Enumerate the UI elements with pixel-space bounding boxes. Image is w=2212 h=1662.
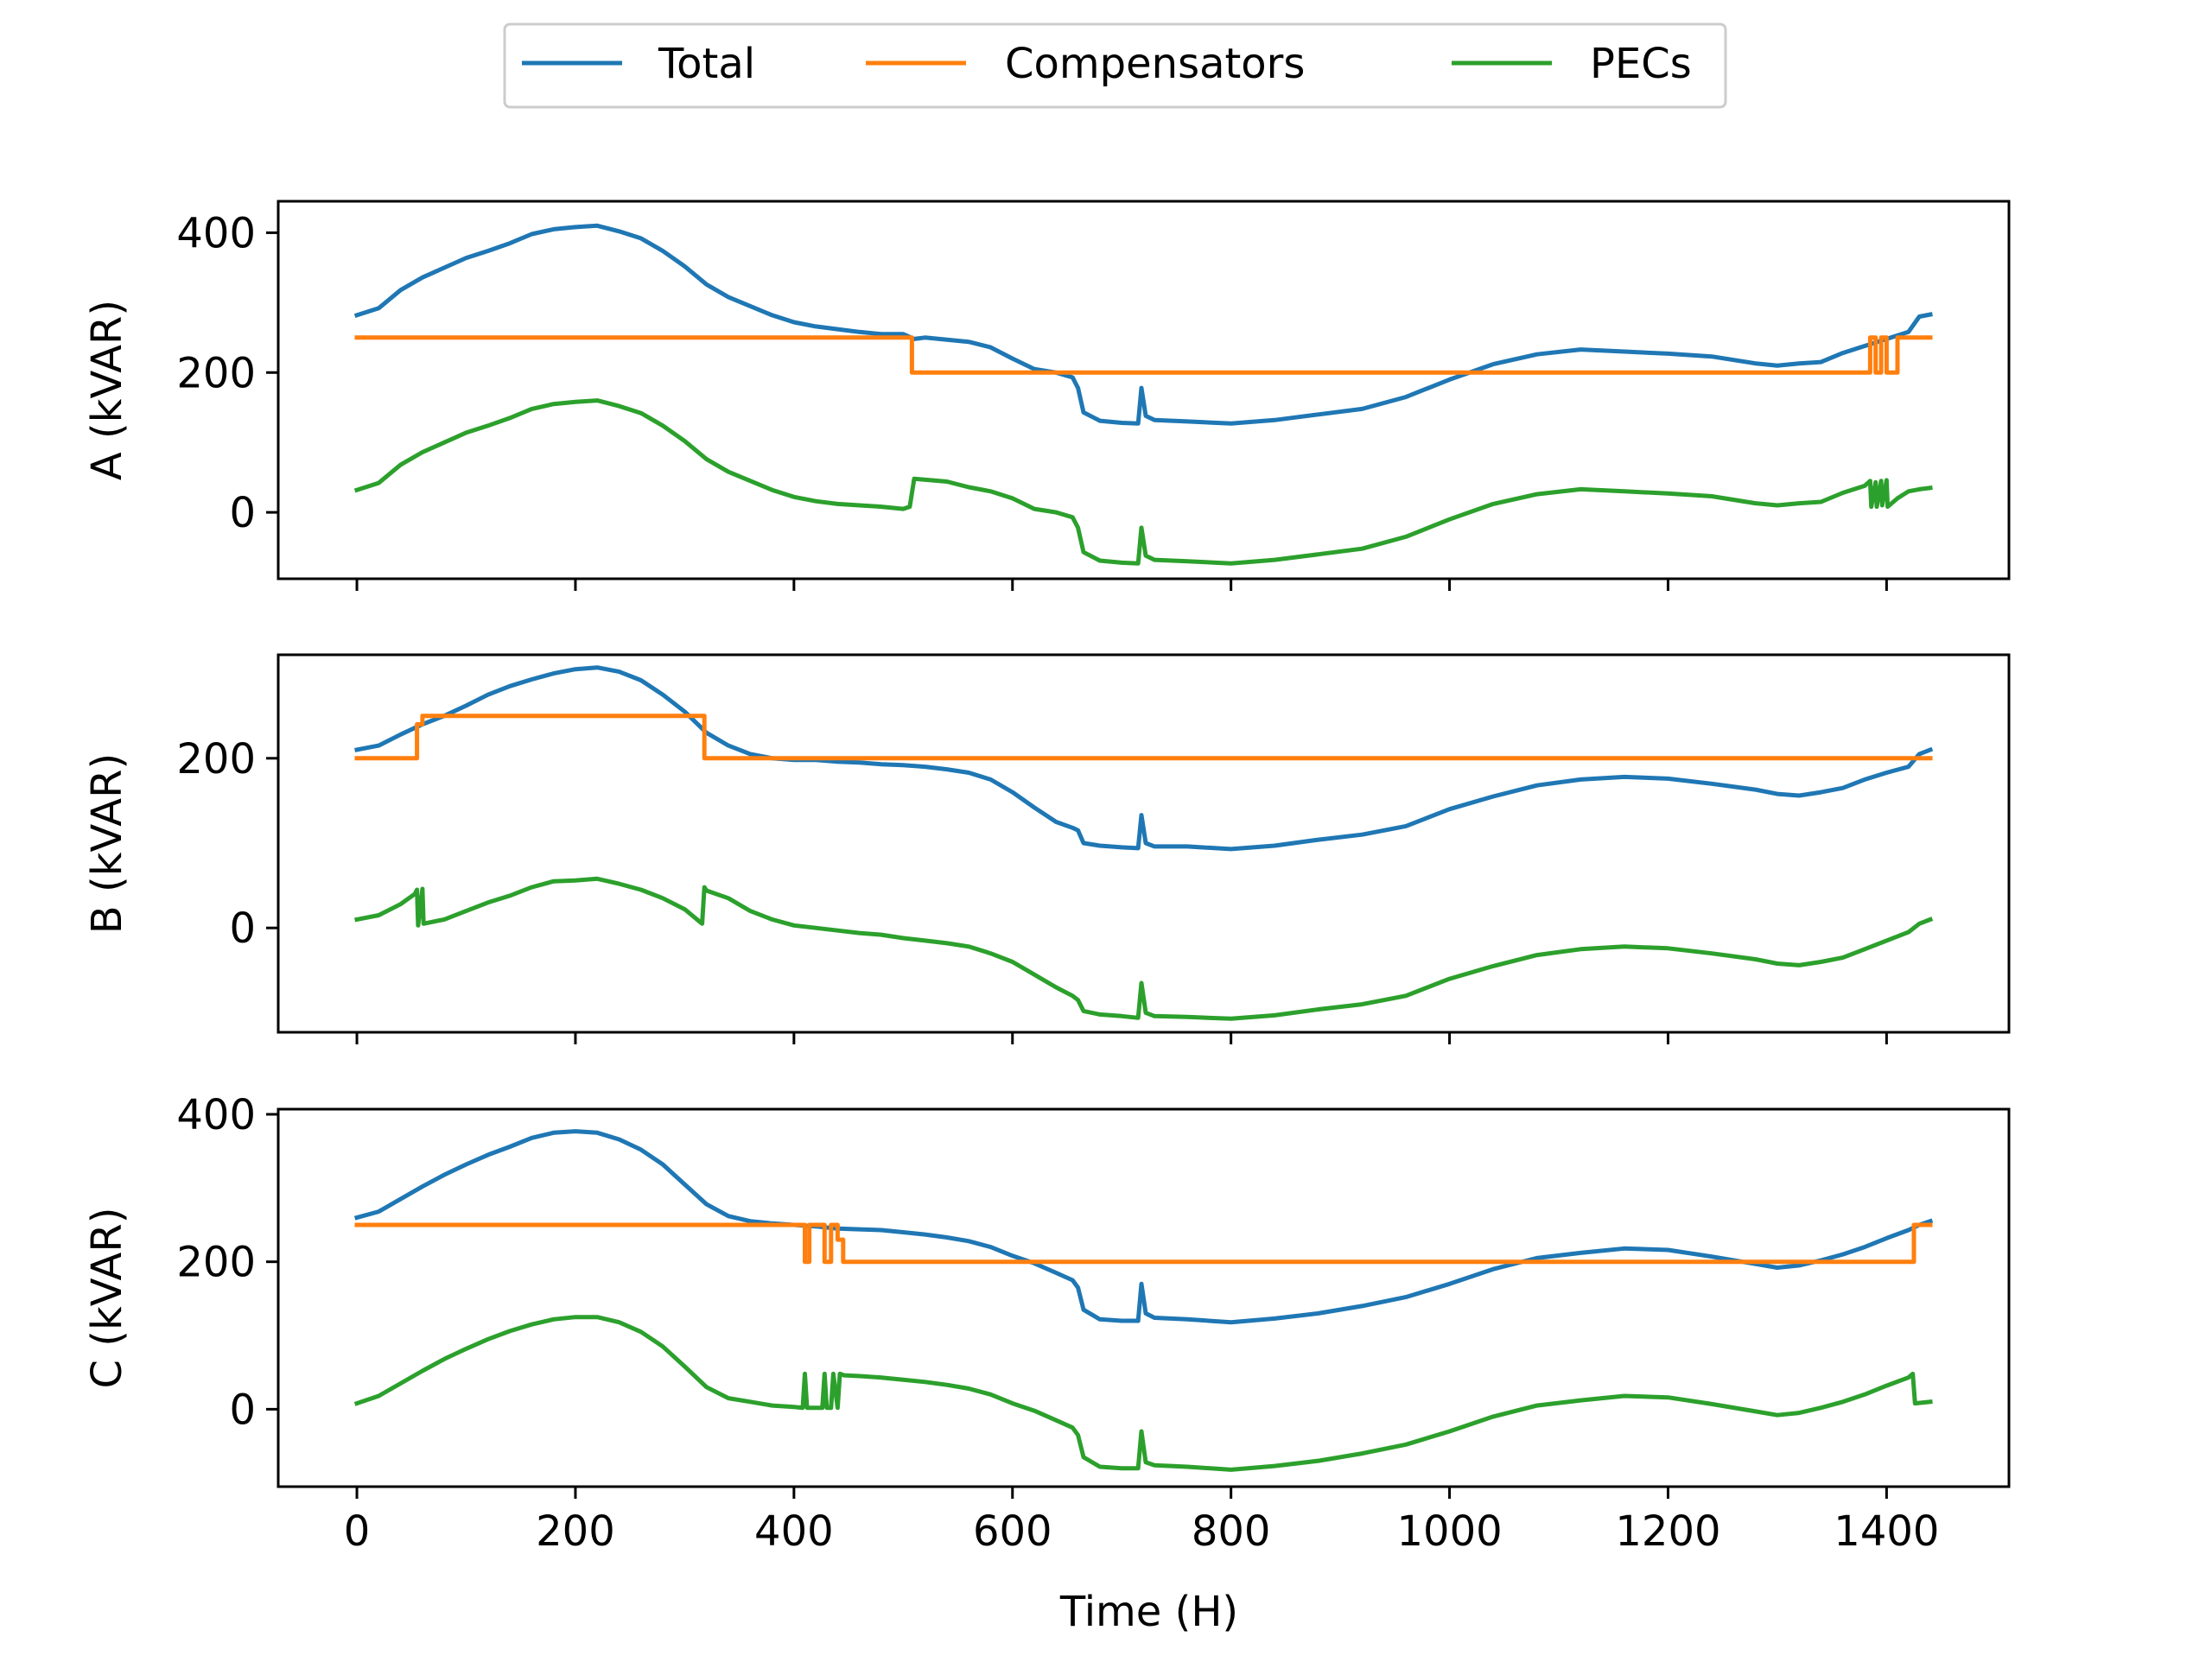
legend-label-pecs: PECs <box>1590 40 1692 88</box>
x-tick-label: 600 <box>973 1507 1052 1556</box>
x-tick-label: 0 <box>344 1507 371 1556</box>
series-line-pecs <box>354 876 1934 1021</box>
series-line-compensators <box>354 714 1933 761</box>
legend-label-compensators: Compensators <box>1005 40 1305 88</box>
series-line-compensators <box>354 335 1933 375</box>
x-axis-label: Time (H) <box>1059 1588 1238 1636</box>
y-axis-label: A (kVAR) <box>83 300 131 480</box>
panels: 0 200 400 A (kVAR) 0 200 B (kVAR) 0 200 400 0 200 40… <box>83 200 2011 1556</box>
legend-label-total: Total <box>658 40 755 88</box>
y-tick-label: 0 <box>229 904 256 953</box>
y-tick-label: 0 <box>229 489 256 537</box>
legend-frame <box>503 22 1727 109</box>
series-line-total <box>354 665 1934 852</box>
panel-2: 0 200 B (kVAR) <box>83 653 2011 1044</box>
y-axis-label: B (kVAR) <box>83 753 131 934</box>
y-tick-label: 400 <box>176 1091 256 1139</box>
y-axis-label: C (kVAR) <box>83 1208 131 1389</box>
panel-series <box>354 665 1934 1021</box>
series-line-compensators <box>354 1222 1933 1265</box>
x-tick-label: 200 <box>536 1507 615 1556</box>
series-line-total <box>353 1129 1934 1325</box>
panel-1: 0 200 400 A (kVAR) <box>83 200 2011 591</box>
y-tick-label: 200 <box>176 349 256 397</box>
axes-frame <box>276 1107 2011 1488</box>
y-tick-label: 0 <box>229 1386 256 1434</box>
panel-series <box>353 1129 1934 1472</box>
axes-frame <box>276 653 2011 1034</box>
axes-frame <box>276 200 2011 580</box>
y-tick-label: 200 <box>176 735 256 783</box>
y-tick-label: 200 <box>176 1239 256 1287</box>
series-line-pecs <box>353 398 1933 566</box>
x-tick-label: 800 <box>1192 1507 1271 1556</box>
panel-3: 0 200 400 0 200 400 600 800 1000 1200 1400 C (kVAR) <box>83 1091 2011 1556</box>
panel-series <box>353 223 1933 566</box>
legend: Total Compensators PECs <box>503 22 1727 109</box>
series-line-total <box>353 223 1933 426</box>
x-tick-label: 1400 <box>1834 1507 1939 1556</box>
y-tick-label: 400 <box>176 209 256 257</box>
x-tick-label: 400 <box>754 1507 834 1556</box>
x-tick-label: 1200 <box>1615 1507 1720 1556</box>
series-line-pecs <box>353 1315 1933 1472</box>
x-tick-label: 1000 <box>1396 1507 1502 1556</box>
